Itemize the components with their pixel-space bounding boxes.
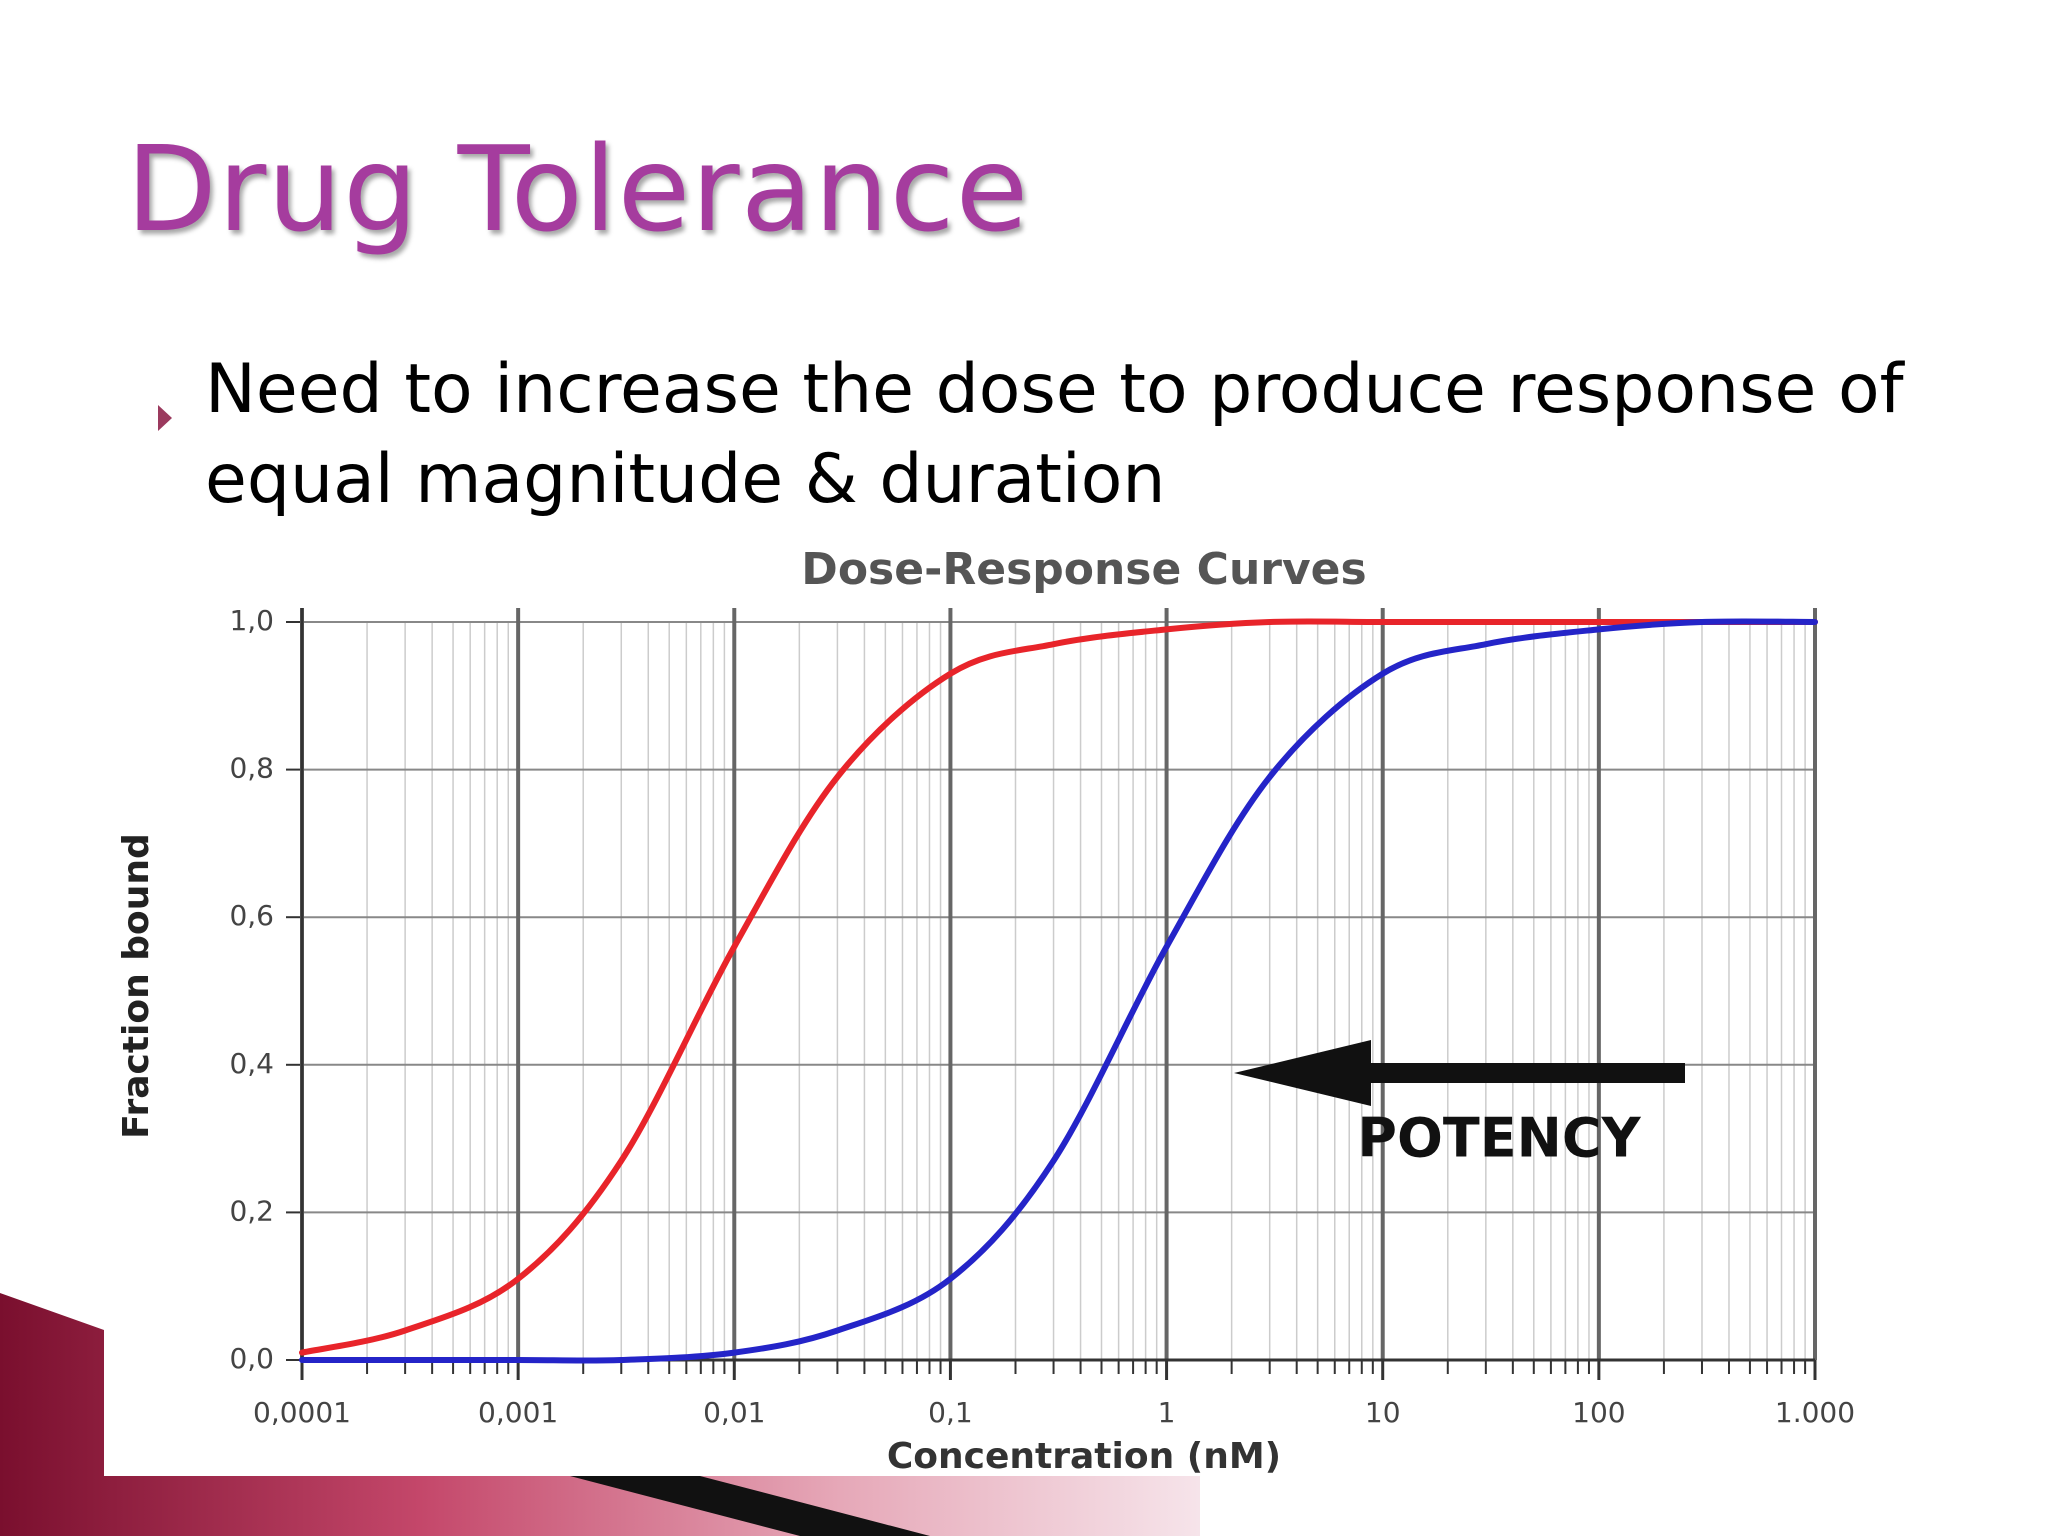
y-tick-label: 0,0 <box>229 1342 274 1375</box>
x-tick-label: 100 <box>1572 1396 1625 1429</box>
y-tick-label: 0,8 <box>229 752 274 785</box>
x-tick-label: 1.000 <box>1775 1396 1855 1429</box>
y-tick-label: 0,2 <box>229 1194 274 1227</box>
annotation: POTENCY <box>1357 1107 1641 1170</box>
chart-title: Dose-Response Curves <box>801 544 1366 595</box>
x-tick-label: 0,01 <box>703 1396 765 1429</box>
bullet-text: Need to increase the dose to produce res… <box>205 350 1904 519</box>
series-line <box>299 618 1818 1364</box>
y-tick-label: 0,4 <box>229 1047 274 1080</box>
bullet-marker <box>158 405 172 431</box>
x-tick-label: 0,001 <box>478 1396 558 1429</box>
x-tick-label: 1 <box>1158 1396 1176 1429</box>
x-tick-label: 0,0001 <box>253 1396 351 1429</box>
x-tick-label: 0,1 <box>928 1396 973 1429</box>
y-tick-label: 1,0 <box>229 604 274 637</box>
corner-band <box>0 1293 1200 1536</box>
y-axis-label: Fraction bound <box>116 833 157 1139</box>
series-line <box>299 618 1818 1356</box>
corner-wedge <box>570 1476 930 1536</box>
x-axis-label: Concentration (nM) <box>887 1436 1281 1477</box>
y-tick-label: 0,6 <box>229 899 274 932</box>
slide-title: Drug Tolerance <box>126 120 1030 258</box>
potency-arrow <box>1234 1040 1685 1106</box>
x-tick-label: 10 <box>1365 1396 1401 1429</box>
